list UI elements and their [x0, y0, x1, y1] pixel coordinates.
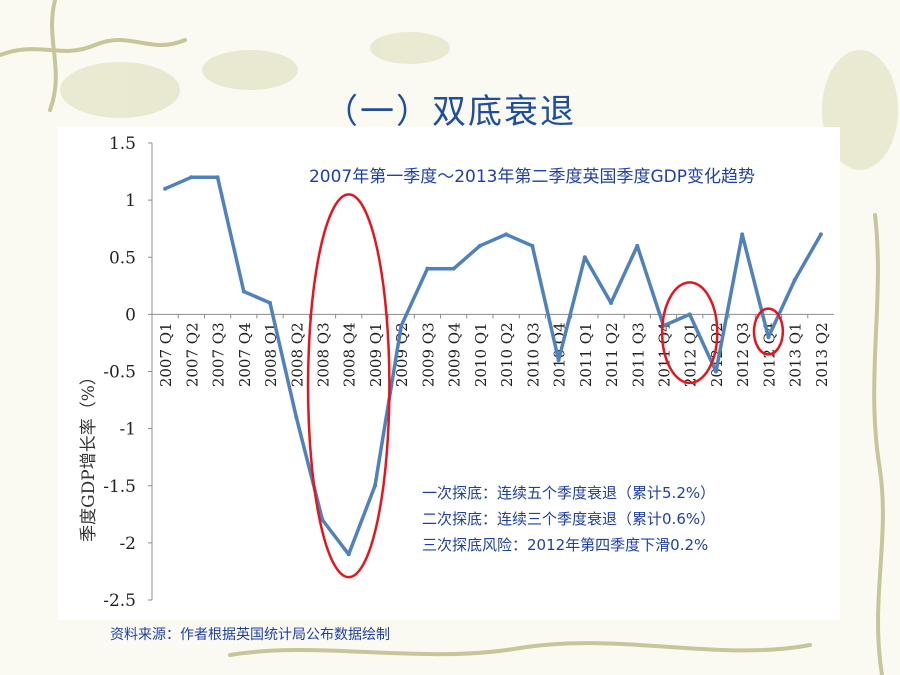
x-tick-label: 2011 Q2 [603, 322, 621, 387]
data-point [582, 255, 587, 260]
recession-notes: 一次探底：连续五个季度衰退（累计5.2%） 二次探底：连续三个季度衰退（累计0.… [422, 480, 822, 558]
y-tick-label: -0.5 [103, 363, 136, 383]
data-point [504, 232, 509, 237]
data-point [189, 175, 194, 180]
data-point [320, 518, 325, 523]
x-tick-label: 2008 Q3 [315, 322, 333, 387]
note-second-dip: 二次探底：连续三个季度衰退（累计0.6%） [422, 510, 716, 528]
x-tick-label: 2010 Q1 [472, 322, 490, 387]
data-point [766, 335, 771, 340]
x-tick-label: 2007 Q2 [183, 322, 201, 387]
data-point [818, 232, 823, 237]
data-point [792, 278, 797, 283]
x-tick-label: 2009 Q1 [367, 322, 385, 387]
data-point [399, 323, 404, 328]
second-dip-highlight [660, 281, 719, 385]
note-third-dip: 三次探底风险：2012年第四季度下滑0.2% [422, 536, 709, 554]
x-tick-label: 2012 Q3 [734, 322, 752, 387]
data-point [268, 300, 273, 305]
chart-panel: 2007年第一季度～2013年第二季度英国季度GDP变化趋势 季度GDP增长率（… [58, 127, 840, 620]
data-point [294, 415, 299, 420]
y-tick-label: -2 [119, 534, 136, 554]
y-tick-label: 1.5 [109, 134, 136, 154]
y-tick-label: 1 [125, 191, 136, 211]
x-tick-label: 2013 Q1 [787, 322, 805, 387]
x-tick-label: 2009 Q4 [446, 322, 464, 387]
note-first-dip: 一次探底：连续五个季度衰退（累计5.2%） [422, 484, 716, 502]
data-point [372, 483, 377, 488]
slide-title: （一）双底衰退 [324, 92, 576, 132]
data-point [530, 243, 535, 248]
x-tick-label: 2007 Q4 [236, 322, 254, 387]
x-tick-label: 2010 Q3 [524, 322, 542, 387]
data-point [477, 243, 482, 248]
data-point [425, 266, 430, 271]
data-point [346, 552, 351, 557]
data-point [163, 186, 168, 191]
gdp-line-chart: 2007年第一季度～2013年第二季度英国季度GDP变化趋势 季度GDP增长率（… [79, 134, 834, 611]
data-point [635, 243, 640, 248]
x-tick-label: 2007 Q3 [210, 322, 228, 387]
first-dip-highlight [306, 193, 391, 579]
x-tick-label: 2012 Q1 [682, 322, 700, 387]
data-point [740, 232, 745, 237]
y-tick-label: -2.5 [103, 591, 136, 611]
data-point [241, 289, 246, 294]
y-tick-label: 0 [125, 305, 136, 325]
third-dip-highlight [752, 307, 785, 356]
x-tick-label: 2008 Q4 [341, 322, 359, 387]
data-point [609, 300, 614, 305]
data-point [687, 312, 692, 317]
data-point [451, 266, 456, 271]
y-tick-label: -1.5 [103, 477, 136, 497]
x-tick-label: 2011 Q3 [629, 322, 647, 387]
y-axis-label: 季度GDP增长率（%） [79, 368, 99, 542]
x-tick-label: 2007 Q1 [157, 322, 175, 387]
source-note: 资料来源：作者根据英国统计局公布数据绘制 [110, 627, 390, 643]
data-point [713, 369, 718, 374]
x-tick-label: 2011 Q1 [577, 322, 595, 387]
x-tick-label: 2013 Q2 [813, 322, 831, 387]
y-tick-label: 0.5 [109, 248, 136, 268]
x-tick-label: 2008 Q1 [262, 322, 280, 387]
data-point [215, 175, 220, 180]
chart-title: 2007年第一季度～2013年第二季度英国季度GDP变化趋势 [309, 167, 755, 187]
x-tick-label: 2010 Q2 [498, 322, 516, 387]
y-tick-label: -1 [119, 420, 136, 440]
x-tick-label: 2009 Q3 [419, 322, 437, 387]
data-point [556, 358, 561, 363]
x-tick-label: 2008 Q2 [288, 322, 306, 387]
